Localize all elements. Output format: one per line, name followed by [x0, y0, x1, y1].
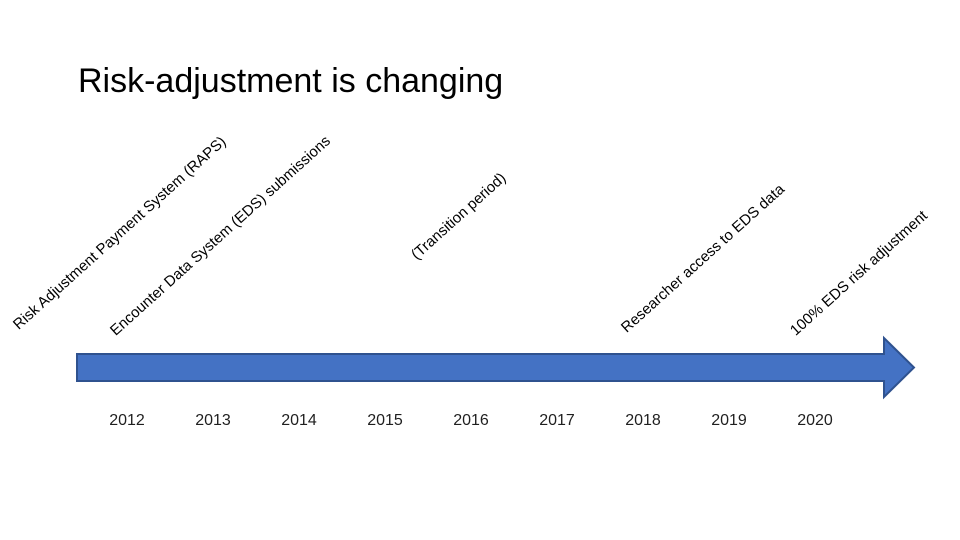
year-label: 2018	[625, 412, 661, 429]
year-label: 2019	[711, 412, 747, 429]
year-label: 2020	[797, 412, 833, 429]
slide-title: Risk-adjustment is changing	[78, 62, 504, 100]
timeline-label-raps: Risk Adjustment Payment System (RAPS)	[9, 133, 230, 334]
timeline-arrow-shape	[76, 335, 916, 400]
year-label: 2014	[281, 412, 317, 429]
year-label: 2017	[539, 412, 575, 429]
timeline-label-eds-submissions: Encounter Data System (EDS) submissions	[106, 132, 334, 340]
timeline-label-transition-period: (Transition period)	[407, 169, 510, 264]
year-label: 2015	[367, 412, 403, 429]
year-label: 2016	[453, 412, 489, 429]
timeline-years: 2012 2013 2014 2015 2016 2017 2018 2019 …	[84, 412, 858, 430]
year-label: 2013	[195, 412, 231, 429]
timeline-label-researcher-access: Researcher access to EDS data	[617, 180, 788, 337]
year-label: 2012	[109, 412, 145, 429]
timeline-label-100-eds: 100% EDS risk adjustment	[786, 207, 931, 340]
